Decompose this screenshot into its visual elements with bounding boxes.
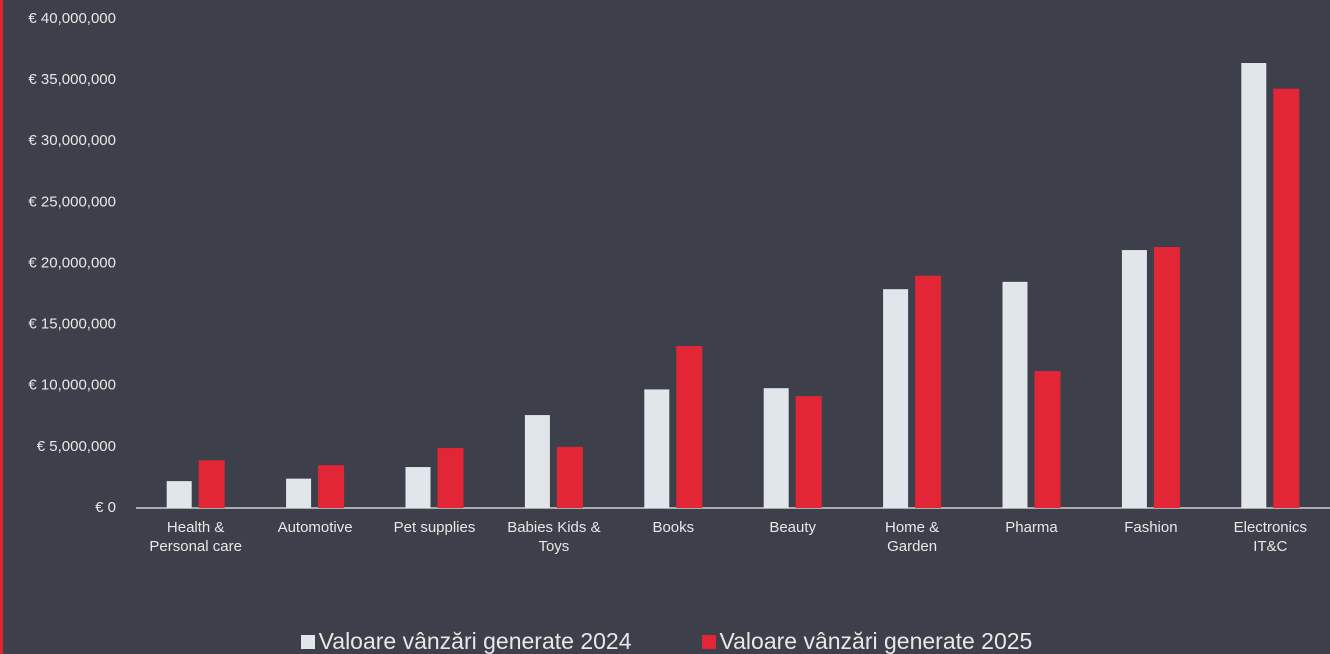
y-tick-label: € 30,000,000 <box>28 132 116 149</box>
bar <box>1121 250 1147 509</box>
x-tick-label: Pet supplies <box>393 519 476 536</box>
x-tick-label: Fashion <box>1124 519 1178 536</box>
legend-item: Valoare vânzări generate 2025 <box>701 628 1033 654</box>
y-tick-label: € 20,000,000 <box>28 254 116 271</box>
x-tick-label: Babies Kids & Toys <box>507 519 601 555</box>
x-tick-label: Home & Garden <box>885 519 940 555</box>
bar <box>556 446 583 508</box>
plot: € 0 € 5,000,000 € 10,000,000 € 15,000,000 € … <box>28 10 1330 516</box>
bar <box>763 388 789 508</box>
legend-swatch <box>300 634 315 649</box>
bar <box>644 389 670 508</box>
y-tick-label: € 0 <box>95 499 116 516</box>
bar <box>1034 371 1061 508</box>
bar <box>883 289 909 508</box>
bar <box>198 460 225 508</box>
legend-label: Valoare vânzări generate 2024 <box>318 628 632 654</box>
bar <box>1002 281 1028 508</box>
bar <box>166 481 192 508</box>
bar <box>524 415 550 508</box>
x-tick-label: Health & Personal care <box>149 519 242 555</box>
legend-label: Valoare vânzări generate 2025 <box>719 628 1033 654</box>
y-tick-label: € 35,000,000 <box>28 71 116 88</box>
y-tick-label: € 5,000,000 <box>37 438 116 455</box>
bar <box>1153 246 1180 508</box>
y-tick-label: € 25,000,000 <box>28 193 116 210</box>
bar <box>437 448 464 508</box>
bar <box>795 396 822 508</box>
y-tick-label: € 15,000,000 <box>28 316 116 333</box>
x-tick-label: Electronics IT&C <box>1233 519 1307 555</box>
bar <box>1273 88 1300 509</box>
bar <box>405 467 431 508</box>
bar <box>915 275 942 508</box>
bar <box>318 465 345 508</box>
y-tick-label: € 10,000,000 <box>28 377 116 394</box>
bar <box>676 346 703 508</box>
legend: Valoare vânzări generate 2024 Valoare vân… <box>3 628 1330 654</box>
y-tick-label: € 40,000,000 <box>28 10 116 27</box>
x-tick-label: Pharma <box>1005 519 1058 536</box>
legend-item: Valoare vânzări generate 2024 <box>300 628 632 654</box>
x-tick-label: Beauty <box>769 519 817 536</box>
x-tick-label: Automotive <box>277 519 353 536</box>
x-tick-label: Books <box>652 519 695 536</box>
bar <box>286 478 312 508</box>
legend-swatch <box>701 634 716 649</box>
bar <box>1241 63 1267 508</box>
